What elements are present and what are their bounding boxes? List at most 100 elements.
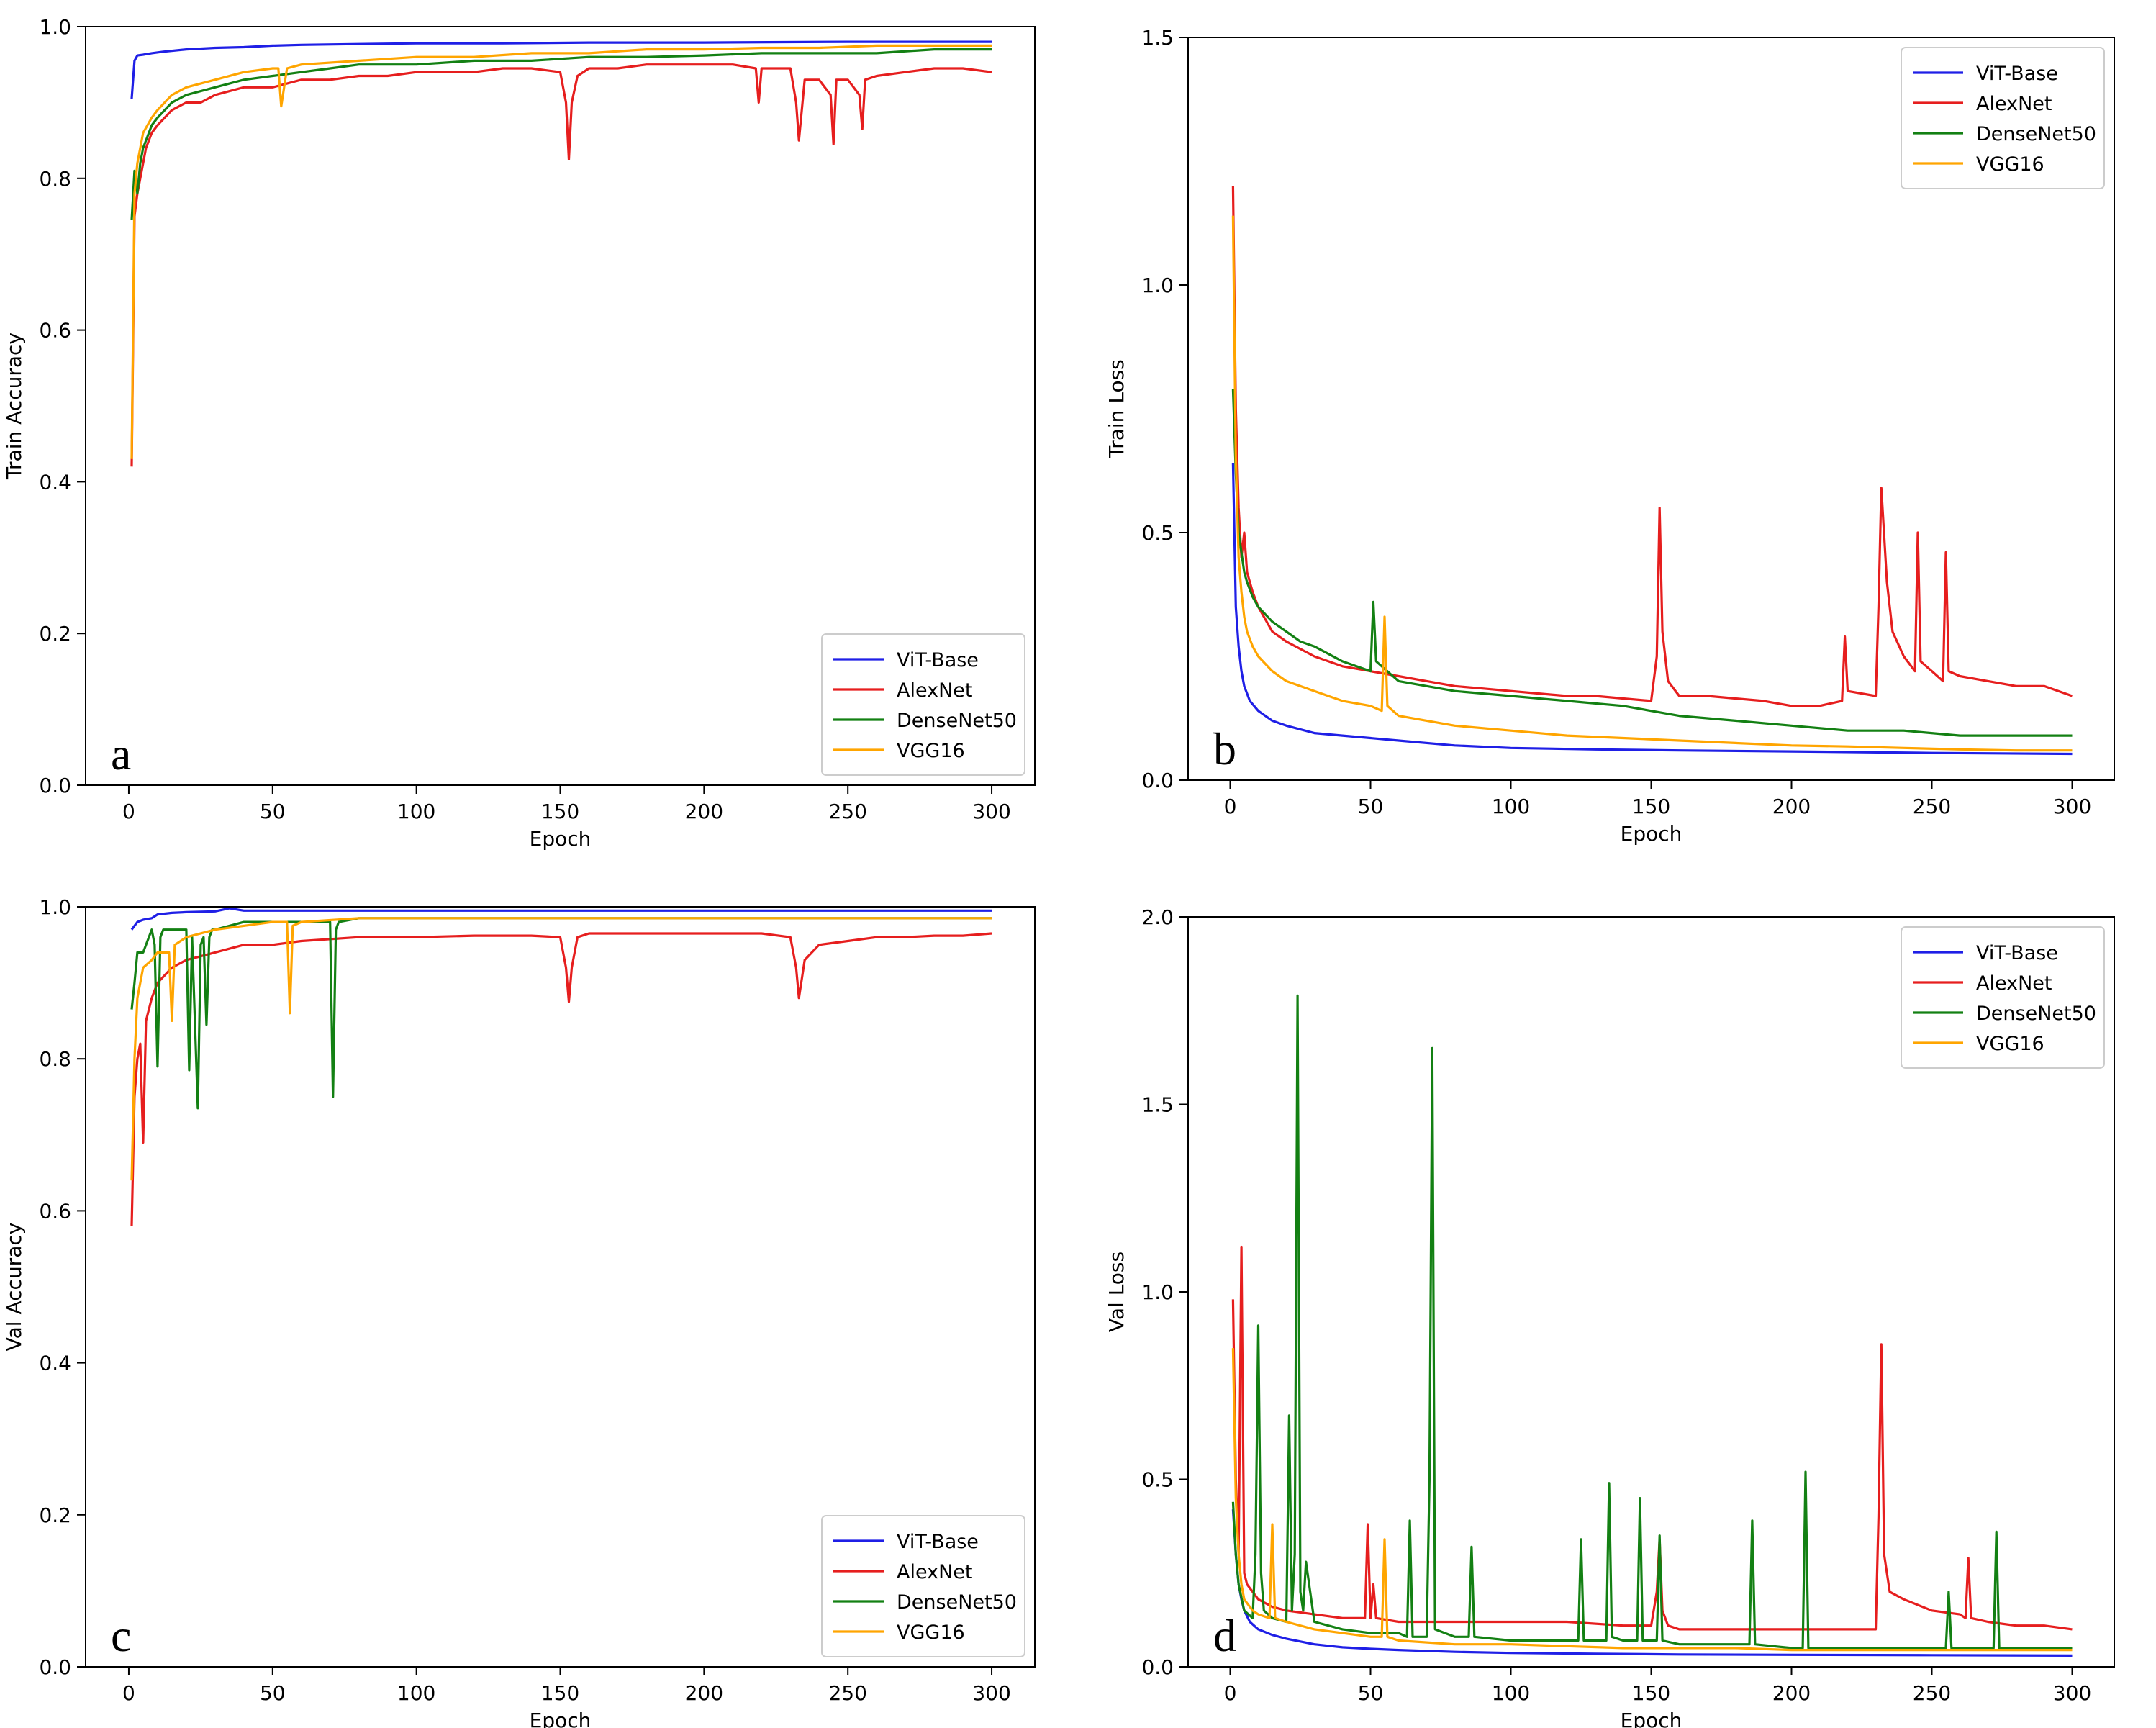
legend-label-vgg16: VGG16 [1976,153,2044,176]
series-line-densenet50 [1231,994,2073,1650]
series-line-vgg16 [130,917,992,1181]
x-tick-label: 0 [1224,795,1237,818]
legend-label-vgg16: VGG16 [1976,1033,2044,1055]
series-line-densenet50 [130,48,992,220]
legend-label-densenet50: DenseNet50 [897,1591,1017,1614]
y-tick-label: 0.5 [1141,521,1174,545]
y-tick-label: 1.0 [1141,1280,1174,1304]
legend-label-vgg16: VGG16 [897,740,965,762]
legend-label-vgg16: VGG16 [897,1621,965,1644]
legend-box [821,1515,1025,1657]
y-tick-label: 1.5 [1141,26,1174,50]
x-tick-label: 100 [1492,1681,1530,1705]
x-tick-label: 250 [1913,795,1951,818]
legend-label-vit-base: ViT-Base [1976,63,2058,85]
y-tick-label: 1.5 [1141,1093,1174,1117]
panel-label: a [111,728,131,779]
legend-label-densenet50: DenseNet50 [897,710,1017,732]
legend: ViT-Base AlexNet DenseNet50 VGG16 [821,1515,1025,1657]
y-tick-label: 1.0 [1141,273,1174,297]
legend-label-alexnet: AlexNet [897,1561,972,1583]
y-tick-label: 0.2 [39,622,71,646]
legend: ViT-Base AlexNet DenseNet50 VGG16 [1901,47,2105,189]
y-tick-label: 0.5 [1141,1468,1174,1492]
legend-label-vit-base: ViT-Base [897,649,979,671]
series-line-densenet50 [1231,389,2073,737]
series-line-alexnet [130,63,992,467]
y-axis-label: Val Loss [1105,1252,1128,1332]
legend: ViT-Base AlexNet DenseNet50 VGG16 [1901,926,2105,1069]
x-tick-label: 100 [1492,795,1530,818]
x-axis-label: Epoch [1621,822,1682,846]
legend-box [821,633,1025,776]
x-tick-label: 200 [685,800,723,823]
x-tick-label: 150 [1632,1681,1670,1705]
series-line-vgg16 [1231,215,2073,752]
y-tick-label: 2.0 [1141,905,1174,929]
legend-label-alexnet: AlexNet [1976,93,2052,115]
x-tick-label: 50 [1358,795,1384,818]
x-tick-label: 250 [828,800,866,823]
legend-box [1901,47,2105,189]
legend-label-alexnet: AlexNet [1976,972,2052,995]
series-line-alexnet [1231,1245,2073,1631]
y-tick-label: 0.6 [39,319,71,343]
y-tick-label: 0.8 [39,1047,71,1071]
y-tick-label: 0.2 [39,1503,71,1527]
x-tick-label: 50 [1358,1681,1384,1705]
chart-panel-d: 0 50 100 150 200 250 300 0.0 0.5 1.0 1.5 2.0 Epoch Va… [1105,905,2115,1728]
panel-label: d [1213,1610,1236,1661]
chart-panel-a: 0 50 100 150 200 250 300 0.0 0.2 0.4 0.6 0.8 1.0 Epoc… [2,15,1036,851]
series-line-densenet50 [130,917,992,1110]
legend-label-densenet50: DenseNet50 [1976,123,2096,145]
series-line-alexnet [130,932,992,1226]
x-tick-label: 100 [397,1681,435,1705]
x-tick-label: 0 [122,800,135,823]
x-tick-label: 50 [260,1681,286,1705]
series-line-vit-base [130,40,992,99]
x-axis-label: Epoch [1621,1709,1682,1728]
x-tick-label: 250 [828,1681,866,1705]
y-tick-label: 0.4 [39,470,71,494]
x-tick-label: 300 [2053,1681,2091,1705]
y-axis-label: Val Accuracy [2,1223,26,1352]
y-axis-label: Train Loss [1105,359,1128,459]
y-tick-label: 0.8 [39,167,71,191]
x-tick-label: 300 [2053,795,2091,818]
x-tick-label: 250 [1913,1681,1951,1705]
legend-label-alexnet: AlexNet [897,679,972,702]
y-tick-label: 0.0 [1141,1655,1174,1679]
y-tick-label: 0.0 [39,774,71,797]
chart-panel-b: 0 50 100 150 200 250 300 0.0 0.5 1.0 1.5 Epoch Train… [1105,26,2115,846]
series-line-vgg16 [1231,1348,2073,1652]
legend-box [1901,926,2105,1069]
panel-label: c [111,1610,131,1661]
series-line-vit-base [1231,463,2073,756]
panel-label: b [1213,723,1236,774]
chart-panel-c: 0 50 100 150 200 250 300 0.0 0.2 0.4 0.6 0.8 1.0 Epoc… [2,895,1036,1728]
x-tick-label: 150 [541,1681,579,1705]
x-tick-label: 100 [397,800,435,823]
x-tick-label: 0 [1224,1681,1237,1705]
y-axis-label: Train Accuracy [2,333,26,480]
x-tick-label: 200 [1772,1681,1811,1705]
x-axis-label: Epoch [530,1709,592,1728]
x-tick-label: 300 [972,800,1010,823]
y-tick-label: 0.0 [39,1655,71,1679]
y-tick-label: 1.0 [39,15,71,39]
legend-label-vit-base: ViT-Base [897,1531,979,1553]
series-line-alexnet [1231,186,2073,707]
legend: ViT-Base AlexNet DenseNet50 VGG16 [821,633,1025,776]
y-tick-label: 0.4 [39,1352,71,1375]
x-tick-label: 200 [685,1681,723,1705]
series-line-vit-base [130,907,992,931]
y-tick-label: 1.0 [39,895,71,919]
x-tick-label: 50 [260,800,286,823]
legend-label-vit-base: ViT-Base [1976,942,2058,964]
x-tick-label: 200 [1772,795,1811,818]
x-tick-label: 0 [122,1681,135,1705]
x-axis-label: Epoch [530,827,592,851]
x-tick-label: 300 [972,1681,1010,1705]
y-tick-label: 0.0 [1141,769,1174,792]
